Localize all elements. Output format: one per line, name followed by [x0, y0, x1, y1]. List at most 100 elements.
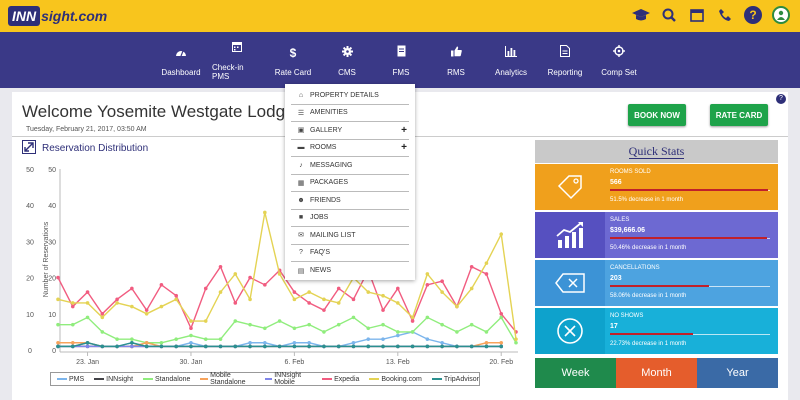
period-month-button[interactable]: Month: [616, 358, 697, 388]
cms-menu-item-amenities[interactable]: ☰ AMENITIES: [291, 105, 409, 122]
legend-item[interactable]: TripAdvisor: [431, 376, 479, 383]
nav-reporting[interactable]: Reporting: [545, 32, 585, 88]
cms-menu-item-messaging[interactable]: ♪ MESSAGING: [291, 157, 409, 175]
data-point: [336, 322, 341, 327]
series-line-booking-com: [57, 212, 517, 340]
cms-menu-item-friends[interactable]: ☻ FRIENDS: [291, 192, 409, 210]
data-point: [307, 340, 311, 345]
data-point: [307, 290, 311, 294]
rate-card-button[interactable]: RATE CARD: [710, 104, 768, 126]
data-point: [396, 333, 400, 338]
expand-icon[interactable]: [22, 140, 36, 154]
y-axis-label: Number of Reservations: [43, 221, 50, 297]
bar-chart-icon: [505, 44, 517, 62]
period-year-button[interactable]: Year: [697, 358, 778, 388]
cms-menu-label: JOBS: [310, 214, 329, 222]
plus-icon[interactable]: +: [401, 124, 407, 136]
data-point: [440, 322, 444, 327]
legend-label: Expedia: [334, 375, 360, 383]
data-point: [130, 344, 134, 349]
data-point: [292, 344, 297, 349]
stat-note: 51.5% decrease in 1 month: [610, 197, 684, 203]
data-point: [366, 337, 371, 341]
nav-check-in-pms[interactable]: Check-in PMS: [212, 32, 262, 88]
cms-menu-item-property-details[interactable]: ⌂ PROPERTY DETAILS: [291, 87, 409, 105]
data-point: [115, 344, 119, 349]
data-point: [366, 290, 371, 294]
cms-menu-label: FAQ'S: [310, 249, 331, 257]
data-point: [425, 315, 430, 320]
innsight-logo[interactable]: INN sight.com: [8, 2, 107, 30]
cms-menu-item-packages[interactable]: ▦ PACKAGES: [291, 175, 409, 192]
user-avatar-icon[interactable]: [772, 6, 790, 24]
period-week-button[interactable]: Week: [535, 358, 616, 388]
calendar-icon[interactable]: [688, 6, 706, 24]
data-point: [203, 337, 208, 341]
data-point: [499, 315, 504, 320]
cancel-tag-icon: [535, 260, 605, 306]
stat-progress-bar: [610, 285, 770, 287]
data-point: [100, 312, 105, 316]
stat-progress-fill: [610, 333, 694, 335]
legend-item[interactable]: Mobile Standalone: [200, 372, 254, 386]
legend-item[interactable]: Booking.com: [369, 376, 422, 383]
legend-item[interactable]: PMS: [57, 376, 84, 383]
data-point: [381, 308, 385, 312]
data-point: [499, 340, 504, 345]
data-point: [410, 315, 415, 320]
question-icon: ?: [299, 249, 303, 257]
current-date: Tuesday, February 21, 2017, 03:50 AM: [26, 126, 147, 133]
plus-icon[interactable]: +: [401, 142, 407, 154]
data-point: [336, 344, 341, 349]
stat-progress-fill: [610, 285, 710, 287]
phone-icon[interactable]: [716, 6, 734, 24]
data-point: [56, 322, 60, 327]
nav-rms[interactable]: RMS: [436, 32, 476, 88]
stat-value: $39,666.06: [610, 227, 646, 234]
growth-chart-icon: [535, 212, 605, 258]
stat-body: ROOMS SOLD 566 51.5% decrease in 1 month: [605, 164, 778, 210]
book-now-button[interactable]: BOOK NOW: [628, 104, 686, 126]
nav-rate-card[interactable]: $ Rate Card: [273, 32, 313, 88]
y-tick-label: 0: [52, 348, 56, 355]
legend-item[interactable]: Standalone: [143, 376, 190, 383]
stat-note: 58.06% decrease in 1 month: [610, 293, 687, 299]
legend-item[interactable]: INNsight Mobile: [264, 372, 313, 386]
data-point: [233, 344, 238, 349]
data-point: [381, 293, 385, 298]
data-point: [277, 344, 282, 349]
stat-value: 203: [610, 275, 622, 282]
data-point: [484, 344, 489, 349]
data-point: [56, 275, 60, 280]
nav-dashboard[interactable]: Dashboard: [161, 32, 201, 88]
stat-progress-bar: [610, 333, 770, 335]
data-point: [484, 340, 489, 345]
legend-item[interactable]: Expedia: [322, 376, 359, 383]
logo-prefix: INN: [8, 6, 41, 26]
cms-menu-item-gallery[interactable]: ▣ GALLERY +: [291, 122, 409, 140]
legend-item[interactable]: INNsight: [94, 376, 133, 383]
search-icon[interactable]: [660, 6, 678, 24]
nav-fms[interactable]: FMS: [381, 32, 421, 88]
stat-rooms-sold: ROOMS SOLD 566 51.5% decrease in 1 month: [535, 164, 778, 210]
cms-menu-item-rooms[interactable]: ▬ ROOMS +: [291, 140, 409, 157]
cms-menu-item-news[interactable]: ▤ NEWS: [291, 262, 409, 280]
data-point: [410, 319, 415, 323]
data-point: [115, 337, 119, 341]
data-point: [469, 286, 474, 291]
data-point: [440, 279, 444, 284]
nav-cms[interactable]: CMS: [327, 32, 367, 88]
x-tick-label: 20. Feb: [489, 359, 513, 366]
cms-menu-item-faq-s[interactable]: ? FAQ'S: [291, 245, 409, 262]
page-title: Welcome Yosemite Westgate Lodge: [22, 102, 295, 121]
cms-menu-item-mailing-list[interactable]: ✉ MAILING LIST: [291, 227, 409, 245]
nav-comp-set[interactable]: Comp Set: [599, 32, 639, 88]
graduation-cap-icon[interactable]: [632, 6, 650, 24]
help-icon[interactable]: ?: [744, 6, 762, 24]
x-tick-label: 30. Jan: [179, 359, 202, 366]
cms-menu-item-jobs[interactable]: ■ JOBS: [291, 210, 409, 227]
nav-analytics[interactable]: Analytics: [491, 32, 531, 88]
data-point: [499, 344, 504, 349]
data-point: [366, 326, 371, 331]
help-icon[interactable]: ?: [776, 94, 786, 104]
